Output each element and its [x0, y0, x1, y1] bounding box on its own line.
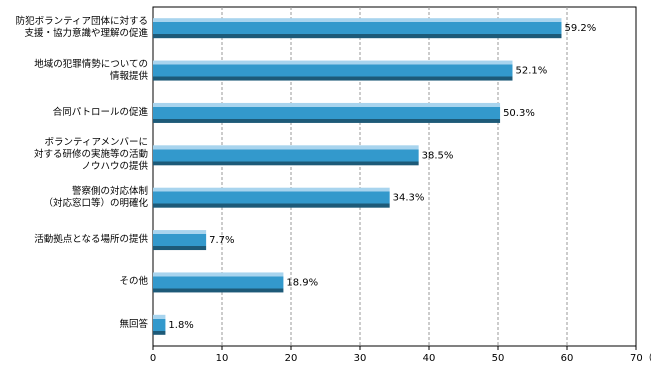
value-label: 7.7%	[209, 235, 234, 246]
x-tick-label: 60	[561, 353, 574, 364]
category-label: 警察側の対応体制 （対応窓口等）の明確化	[43, 185, 148, 209]
bar	[153, 102, 501, 123]
category-label: 防犯ボランティア団体に対する 支援・協力意識や理解の促進	[15, 16, 148, 40]
x-tick-label: 20	[285, 353, 298, 364]
bar	[153, 145, 419, 166]
value-label: 38.5%	[422, 150, 454, 161]
bar	[153, 18, 562, 39]
value-label: 59.2%	[564, 23, 596, 34]
category-label: 活動拠点となる場所の提供	[34, 234, 148, 246]
plot-frame	[152, 6, 637, 347]
x-tick-label: 0	[150, 353, 156, 364]
x-tick-label: 70（%）	[630, 352, 651, 364]
category-label: その他	[119, 276, 148, 288]
category-label: 無回答	[119, 318, 148, 330]
value-label: 50.3%	[503, 108, 535, 119]
value-label: 34.3%	[393, 193, 425, 204]
category-label: 地域の犯罪情勢についての 情報提供	[34, 58, 148, 82]
category-label: 合同パトロールの促進	[52, 106, 148, 118]
value-label: 18.9%	[286, 277, 318, 288]
x-tick-label: 40	[423, 353, 436, 364]
x-tick-label: 10	[216, 353, 229, 364]
value-label: 1.8%	[168, 320, 193, 331]
x-tick-label: 30	[354, 353, 367, 364]
bar	[153, 60, 513, 81]
bar	[153, 314, 166, 335]
bar	[153, 272, 284, 293]
value-label: 52.1%	[515, 66, 547, 77]
category-label: ボランティアメンバーに 対する研修の実施等の活動 ノウハウの提供	[33, 137, 148, 173]
bar	[153, 187, 390, 208]
bar	[153, 230, 207, 251]
x-tick-label: 50	[492, 353, 505, 364]
